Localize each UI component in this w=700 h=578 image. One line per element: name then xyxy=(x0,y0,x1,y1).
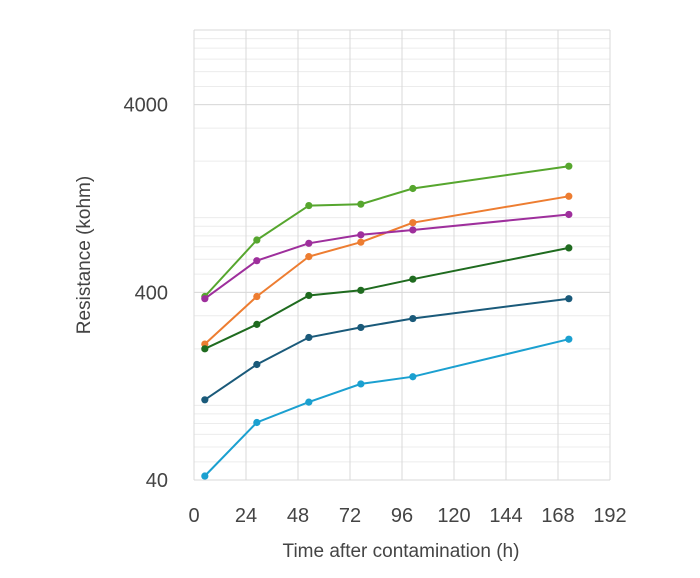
data-point xyxy=(565,210,573,219)
data-point xyxy=(357,200,365,208)
grid-lines xyxy=(193,29,611,481)
data-point xyxy=(565,244,573,252)
data-point xyxy=(409,226,417,234)
series-4 xyxy=(201,244,573,353)
data-point xyxy=(565,162,573,170)
data-point xyxy=(305,253,313,261)
x-tick-label: 48 xyxy=(287,505,309,527)
x-tick-label: 72 xyxy=(339,505,361,527)
data-point xyxy=(409,314,417,323)
x-tick-label: 96 xyxy=(391,505,413,527)
data-point xyxy=(357,380,365,388)
data-point xyxy=(357,323,365,332)
data-point xyxy=(565,295,573,303)
data-point xyxy=(201,472,209,480)
y-tick-label: 4000 xyxy=(124,95,169,117)
x-tick-label: 0 xyxy=(188,505,199,527)
data-point xyxy=(409,373,417,381)
data-point xyxy=(253,360,261,369)
data-point xyxy=(305,333,313,342)
data-point xyxy=(565,192,573,200)
data-point xyxy=(201,295,209,303)
data-point xyxy=(253,236,261,244)
data-point xyxy=(201,396,209,404)
series-5 xyxy=(201,295,573,404)
data-point xyxy=(357,286,365,294)
y-tick-labels: 40 400 4000 xyxy=(124,95,169,492)
data-point xyxy=(253,418,261,427)
y-tick-label: 400 xyxy=(135,282,168,304)
y-axis-title: Resistance (kohm) xyxy=(74,176,95,334)
data-point xyxy=(201,345,209,353)
data-point xyxy=(305,201,313,210)
x-tick-label: 144 xyxy=(489,505,522,527)
x-tick-labels: 0 24 48 72 96 120 144 168 192 xyxy=(188,505,626,527)
data-point xyxy=(253,320,261,328)
data-point xyxy=(253,257,261,265)
x-tick-label: 192 xyxy=(593,505,626,527)
x-axis-title: Time after contamination (h) xyxy=(283,541,520,562)
data-point xyxy=(305,291,313,300)
x-tick-label: 120 xyxy=(437,505,470,527)
y-tick-label: 40 xyxy=(146,470,168,492)
data-point xyxy=(565,335,573,343)
series-3 xyxy=(201,210,573,303)
x-tick-label: 168 xyxy=(541,505,574,527)
series-line xyxy=(204,213,569,300)
data-point xyxy=(357,238,365,246)
x-tick-label: 24 xyxy=(235,505,257,527)
series-line xyxy=(204,338,570,477)
series-1 xyxy=(201,162,573,301)
data-point xyxy=(305,398,313,406)
series-line xyxy=(204,195,569,345)
series-group xyxy=(201,162,573,480)
series-line xyxy=(204,165,569,298)
series-line xyxy=(204,246,569,350)
series-6 xyxy=(201,335,573,480)
data-point xyxy=(305,239,313,247)
series-2 xyxy=(201,192,573,348)
data-point xyxy=(357,231,365,239)
series-line xyxy=(204,297,569,401)
data-point xyxy=(409,219,417,227)
data-point xyxy=(409,184,417,193)
data-point xyxy=(409,275,417,283)
data-point xyxy=(253,292,261,301)
